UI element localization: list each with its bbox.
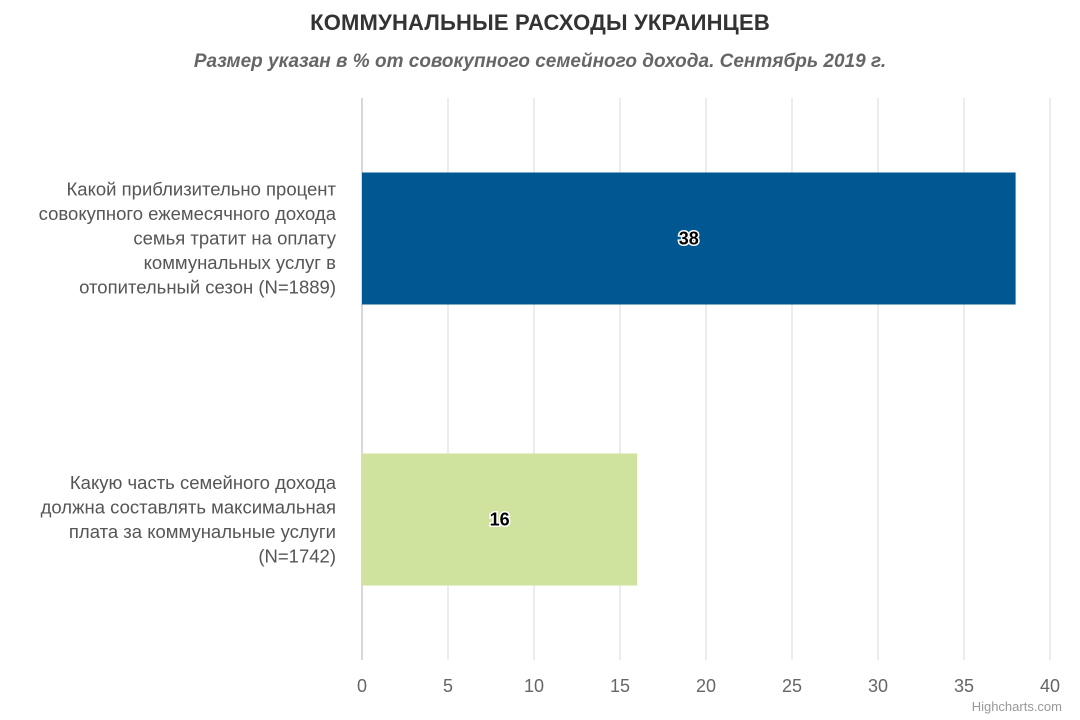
x-tick-label: 40 <box>1040 676 1060 696</box>
category-label-line: семья тратит на оплату <box>133 228 336 249</box>
x-tick-label: 5 <box>443 676 453 696</box>
category-label-line: (N=1742) <box>258 545 336 566</box>
category-label: Какой приблизительно процент совокупного … <box>39 179 337 298</box>
category-label-line: Какую часть семейного дохода <box>70 472 337 493</box>
data-label: 38 <box>679 229 699 249</box>
chart-title: КОММУНАЛЬНЫЕ РАСХОДЫ УКРАИНЦЕВ <box>310 10 770 35</box>
chart-subtitle: Размер указан в % от совокупного семейно… <box>193 51 887 72</box>
data-label: 16 <box>490 510 510 530</box>
credits-link[interactable]: Highcharts.com <box>971 699 1062 714</box>
bars <box>362 172 1016 586</box>
bar <box>362 453 638 586</box>
x-tick-label: 0 <box>357 676 367 696</box>
category-label-line: плата за коммунальные услуги <box>69 521 336 542</box>
category-label: Какую часть семейного дохода должна соста… <box>41 472 337 567</box>
category-label-line: совокупного ежемесячного дохода <box>39 203 337 224</box>
category-label-line: Какой приблизительно процент <box>67 179 337 200</box>
x-tick-label: 30 <box>868 676 888 696</box>
x-tick-label: 25 <box>782 676 802 696</box>
x-tick-label: 15 <box>610 676 630 696</box>
x-axis-ticks: 0 5 10 15 20 25 30 35 40 <box>357 676 1060 696</box>
category-labels: Какой приблизительно процент совокупного … <box>39 179 337 567</box>
category-label-line: коммунальных услуг в <box>144 252 337 273</box>
x-tick-label: 35 <box>954 676 974 696</box>
x-tick-label: 20 <box>696 676 716 696</box>
data-labels: 38 16 <box>488 227 700 531</box>
category-label-line: отопительный сезон (N=1889) <box>79 277 336 298</box>
category-label-line: должна составлять максимальная <box>41 496 336 517</box>
x-tick-label: 10 <box>524 676 544 696</box>
bar <box>362 172 1016 305</box>
